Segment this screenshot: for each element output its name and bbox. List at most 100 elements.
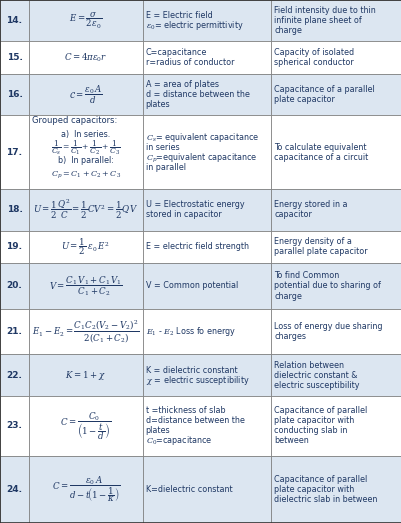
Text: plates: plates — [145, 426, 170, 435]
Text: d=distance between the: d=distance between the — [145, 416, 244, 425]
Text: infinite plane sheet of: infinite plane sheet of — [273, 16, 361, 25]
Text: $C_0$=capacitance: $C_0$=capacitance — [145, 434, 212, 447]
Text: 19.: 19. — [6, 242, 22, 252]
Bar — [0, 309, 29, 355]
Bar — [29, 456, 142, 523]
Text: Grouped capacitors:: Grouped capacitors: — [32, 116, 117, 125]
Text: potential due to sharing of: potential due to sharing of — [273, 281, 380, 290]
Text: $V = \dfrac{C_1\,V_1 + C_1\,V_1}{C_1 + C_2}$: $V = \dfrac{C_1\,V_1 + C_1\,V_1}{C_1 + C… — [49, 274, 123, 298]
Text: $U = \dfrac{1}{2}\dfrac{Q^2}{C} = \dfrac{1}{2}CV^2 = \dfrac{1}{2}QV$: $U = \dfrac{1}{2}\dfrac{Q^2}{C} = \dfrac… — [33, 198, 138, 221]
Text: $C = \dfrac{\epsilon_0\, A}{d - t\!\left(1 - \dfrac{1}{\kappa}\right)}$: $C = \dfrac{\epsilon_0\, A}{d - t\!\left… — [52, 474, 119, 504]
Bar — [0, 41, 29, 74]
Text: To find Common: To find Common — [273, 271, 339, 280]
Bar — [0, 189, 29, 231]
Text: a)  In series.: a) In series. — [61, 130, 110, 139]
Text: spherical conductor: spherical conductor — [273, 58, 353, 67]
Bar — [142, 456, 271, 523]
Text: $\chi$ = electric susceptibility: $\chi$ = electric susceptibility — [145, 373, 249, 386]
Text: b)  In parallel:: b) In parallel: — [58, 156, 113, 165]
Bar — [271, 396, 401, 456]
Bar — [142, 189, 271, 231]
Text: plate capacitor with: plate capacitor with — [273, 416, 354, 425]
Bar — [271, 74, 401, 115]
Text: K=dielectric constant: K=dielectric constant — [145, 485, 232, 494]
Bar — [142, 309, 271, 355]
Text: 15.: 15. — [6, 53, 22, 62]
Bar — [0, 74, 29, 115]
Bar — [142, 231, 271, 263]
Bar — [0, 396, 29, 456]
Text: dielectric slab in between: dielectric slab in between — [273, 495, 377, 504]
Text: electric susceptibility: electric susceptibility — [273, 381, 359, 390]
Text: $U = \dfrac{1}{2}\;\epsilon_0\, E^2$: $U = \dfrac{1}{2}\;\epsilon_0\, E^2$ — [61, 236, 110, 257]
Text: U = Electrostatic energy: U = Electrostatic energy — [145, 200, 244, 209]
Text: 20.: 20. — [6, 281, 22, 290]
Bar — [142, 115, 271, 189]
Text: Energy stored in a: Energy stored in a — [273, 200, 347, 209]
Text: 18.: 18. — [6, 206, 22, 214]
Text: d = distance between the: d = distance between the — [145, 90, 249, 99]
Text: in series: in series — [145, 143, 179, 152]
Text: 21.: 21. — [6, 327, 22, 336]
Text: A = area of plates: A = area of plates — [145, 80, 218, 89]
Bar — [271, 41, 401, 74]
Text: E = electric field strength: E = electric field strength — [145, 242, 248, 252]
Bar — [29, 0, 142, 41]
Bar — [29, 309, 142, 355]
Bar — [142, 0, 271, 41]
Text: Capacitance of parallel: Capacitance of parallel — [273, 406, 367, 415]
Bar — [29, 231, 142, 263]
Text: $C_p = C_1 + C_2 + C_3$: $C_p = C_1 + C_2 + C_3$ — [51, 169, 121, 180]
Text: $C = 4\pi\epsilon_0 r$: $C = 4\pi\epsilon_0 r$ — [64, 51, 107, 64]
Text: capacitance of a circuit: capacitance of a circuit — [273, 153, 368, 162]
Bar — [271, 456, 401, 523]
Text: in parallel: in parallel — [145, 163, 185, 172]
Text: V = Common potential: V = Common potential — [145, 281, 237, 290]
Text: r=radius of conductor: r=radius of conductor — [145, 58, 234, 67]
Bar — [271, 355, 401, 396]
Bar — [29, 396, 142, 456]
Bar — [29, 355, 142, 396]
Text: $\dfrac{1}{C_s} = \dfrac{1}{C_1} + \dfrac{1}{C_2} + \dfrac{1}{C_3}$: $\dfrac{1}{C_s} = \dfrac{1}{C_1} + \dfra… — [51, 138, 120, 157]
Bar — [29, 189, 142, 231]
Text: charge: charge — [273, 26, 302, 35]
Text: 24.: 24. — [6, 485, 22, 494]
Text: $C_p$=equivalent capacitance: $C_p$=equivalent capacitance — [145, 151, 257, 164]
Text: plates: plates — [145, 100, 170, 109]
Bar — [29, 41, 142, 74]
Bar — [142, 74, 271, 115]
Text: 23.: 23. — [6, 421, 22, 430]
Text: plate capacitor with: plate capacitor with — [273, 485, 354, 494]
Text: Capacitance of parallel: Capacitance of parallel — [273, 475, 367, 484]
Bar — [0, 263, 29, 309]
Text: $C_s$= equivalent capacitance: $C_s$= equivalent capacitance — [145, 131, 258, 144]
Text: C=capacitance: C=capacitance — [145, 48, 207, 57]
Text: $C = \dfrac{C_0}{\left(1 - \dfrac{t}{d}\right)}$: $C = \dfrac{C_0}{\left(1 - \dfrac{t}{d}\… — [60, 410, 111, 441]
Bar — [0, 0, 29, 41]
Text: $\mathcal{C} = \dfrac{\epsilon_0\, A}{d}$: $\mathcal{C} = \dfrac{\epsilon_0\, A}{d}… — [69, 84, 102, 106]
Text: charges: charges — [273, 332, 306, 341]
Bar — [29, 115, 142, 189]
Text: Energy density of a: Energy density of a — [273, 237, 351, 246]
Text: dielectric constant &: dielectric constant & — [273, 371, 357, 380]
Bar — [142, 396, 271, 456]
Text: t =thickness of slab: t =thickness of slab — [145, 406, 225, 415]
Bar — [271, 231, 401, 263]
Bar — [271, 263, 401, 309]
Bar — [142, 41, 271, 74]
Text: Loss of energy due sharing: Loss of energy due sharing — [273, 322, 382, 331]
Text: plate capacitor: plate capacitor — [273, 95, 334, 104]
Text: Capacitance of a parallel: Capacitance of a parallel — [273, 85, 374, 94]
Bar — [142, 355, 271, 396]
Text: parallel plate capacitor: parallel plate capacitor — [273, 247, 367, 256]
Text: $\epsilon_0$= electric permittivity: $\epsilon_0$= electric permittivity — [145, 19, 243, 32]
Bar — [271, 309, 401, 355]
Text: $E_1 - E_2 = \dfrac{C_1 C_2 (V_2 - V_2)^2}{2(C_1 + C_2)}$: $E_1 - E_2 = \dfrac{C_1 C_2 (V_2 - V_2)^… — [32, 319, 139, 345]
Bar — [142, 263, 271, 309]
Bar — [0, 355, 29, 396]
Text: stored in capacitor: stored in capacitor — [145, 210, 221, 219]
Text: 22.: 22. — [6, 371, 22, 380]
Text: Relation between: Relation between — [273, 360, 344, 370]
Text: E = Electric field: E = Electric field — [145, 11, 212, 20]
Bar — [0, 115, 29, 189]
